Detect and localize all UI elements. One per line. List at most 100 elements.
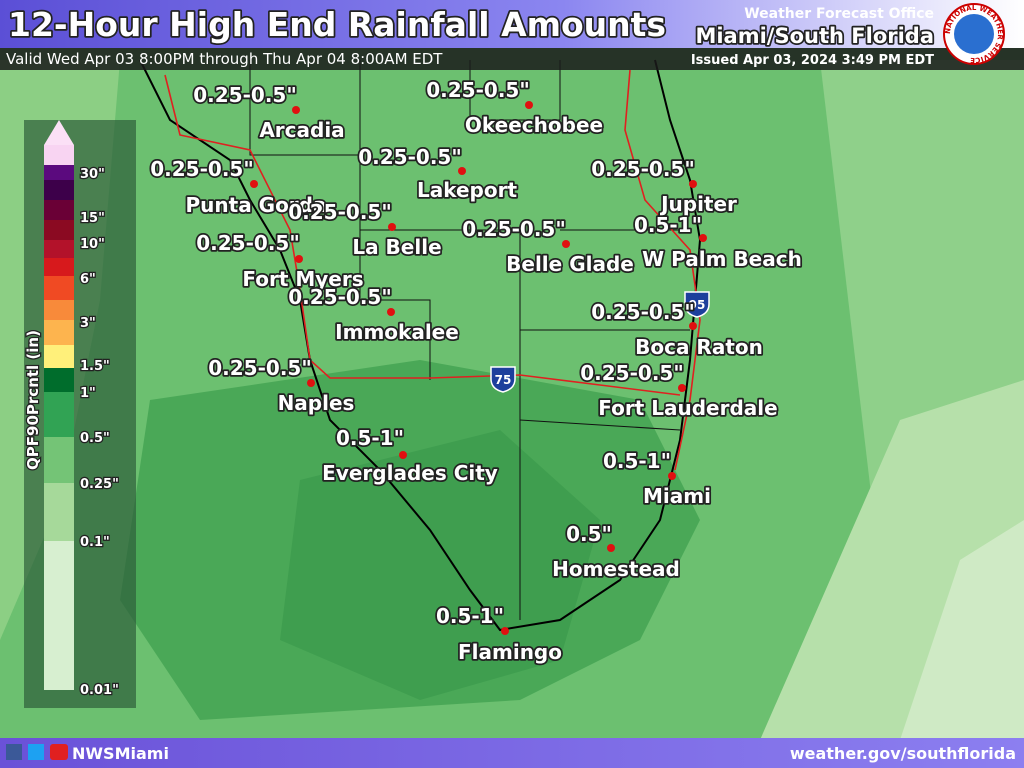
city-name: Arcadia	[259, 118, 344, 142]
city-name: Lakeport	[417, 178, 517, 202]
legend-band	[44, 165, 74, 180]
rainfall-amount: 0.25-0.5"	[580, 361, 684, 385]
legend-band	[44, 220, 74, 240]
legend-label: 0.1"	[80, 535, 110, 550]
header-bar	[0, 0, 1024, 48]
legend-band	[44, 258, 74, 276]
rainfall-amount: 0.25-0.5"	[288, 200, 392, 224]
rainfall-amount: 0.5"	[566, 522, 612, 546]
city-name: Homestead	[552, 557, 680, 581]
city-name: Punta Gorda	[186, 193, 327, 217]
nws-logo-inner	[954, 14, 994, 54]
city-dot	[307, 379, 315, 387]
legend-band	[44, 145, 74, 165]
rainfall-amount: 0.25-0.5"	[288, 285, 392, 309]
legend-label: 0.5"	[80, 431, 110, 446]
city-dot	[387, 308, 395, 316]
city-name: Immokalee	[335, 320, 459, 344]
city-dot	[458, 167, 466, 175]
rainfall-amount: 0.5-1"	[603, 449, 671, 473]
office-label: Weather Forecast Office	[744, 6, 934, 22]
twitter-icon[interactable]	[28, 744, 44, 760]
city-name: Jupiter	[659, 192, 737, 216]
rainfall-amount: 0.25-0.5"	[426, 78, 530, 102]
city-name: Belle Glade	[506, 252, 634, 276]
legend-label: 0.25"	[80, 477, 119, 492]
office-name: Miami/South Florida	[695, 24, 934, 48]
highway-shield	[684, 291, 710, 318]
legend-title: QPF90Prcntl (in)	[24, 330, 42, 470]
issued-time: Issued Apr 03, 2024 3:49 PM EDT	[691, 53, 934, 68]
city-dot	[250, 180, 258, 188]
city-name: Flamingo	[458, 640, 562, 664]
valid-time: Valid Wed Apr 03 8:00PM through Thu Apr …	[6, 50, 443, 68]
city-name: La Belle	[352, 235, 441, 259]
rainfall-amount: 0.25-0.5"	[462, 217, 566, 241]
legend-band	[44, 300, 74, 320]
legend-label: 1.5"	[80, 359, 110, 374]
legend-band	[44, 276, 74, 300]
legend-label: 6"	[80, 272, 96, 287]
county-lines	[249, 60, 690, 620]
rainfall-amount: 0.25-0.5"	[208, 356, 312, 380]
city-dot	[501, 627, 509, 635]
highway-number: 95	[689, 298, 706, 312]
legend-label: 10"	[80, 237, 105, 252]
city-dot	[699, 234, 707, 242]
city-dot	[678, 384, 686, 392]
rainfall-amount: 0.5-1"	[336, 426, 404, 450]
city-name: Everglades City	[322, 461, 498, 485]
legend-band	[44, 345, 74, 368]
city-dot	[295, 255, 303, 263]
city-name: Fort Lauderdale	[598, 396, 777, 420]
legend-band	[44, 320, 74, 345]
subtitle-bar	[0, 48, 1024, 70]
city-dot	[399, 451, 407, 459]
legend-arrow	[44, 120, 74, 145]
legend-label: 15"	[80, 211, 105, 226]
city-name: Okeechobee	[465, 113, 603, 137]
city-dot	[607, 544, 615, 552]
city-dot	[689, 180, 697, 188]
highway-shield	[490, 366, 516, 393]
city-dot	[292, 106, 300, 114]
city-dot	[525, 101, 533, 109]
rainfall-amount: 0.25-0.5"	[358, 145, 462, 169]
legend-box	[24, 120, 136, 708]
social-handle: NWSMiami	[72, 744, 169, 763]
rainfall-amount: 0.25-0.5"	[193, 83, 297, 107]
city-name: W Palm Beach	[642, 247, 802, 271]
rainfall-amount: 0.5-1"	[436, 604, 504, 628]
city-name: Miami	[643, 484, 711, 508]
city-dot	[689, 322, 697, 330]
legend-band	[44, 180, 74, 200]
city-name: Fort Myers	[242, 267, 363, 291]
city-name: Naples	[278, 391, 355, 415]
legend-band	[44, 240, 74, 258]
legend-label: 0.01"	[80, 683, 119, 698]
city-name: Boca Raton	[635, 335, 763, 359]
legend-band	[44, 437, 74, 483]
facebook-icon[interactable]	[6, 744, 22, 760]
footer-bar	[0, 738, 1024, 768]
legend-band	[44, 541, 74, 690]
city-dot	[562, 240, 570, 248]
legend-band	[44, 483, 74, 541]
legend-band	[44, 368, 74, 392]
rainfall-amount: 0.25-0.5"	[591, 300, 695, 324]
youtube-icon[interactable]	[50, 744, 68, 760]
website: weather.gov/southflorida	[790, 744, 1016, 763]
rainfall-amount: 0.5-1"	[634, 213, 702, 237]
highway-number: 75	[495, 373, 512, 387]
legend-label: 1"	[80, 386, 96, 401]
title: 12-Hour High End Rainfall Amounts	[8, 5, 666, 44]
legend-label: 3"	[80, 316, 96, 331]
roads	[164, 69, 701, 471]
atlantic-lightest	[900, 520, 1024, 740]
coastline	[139, 59, 702, 632]
city-dot	[668, 472, 676, 480]
city-dot	[388, 223, 396, 231]
rainfall-amount: 0.25-0.5"	[591, 157, 695, 181]
